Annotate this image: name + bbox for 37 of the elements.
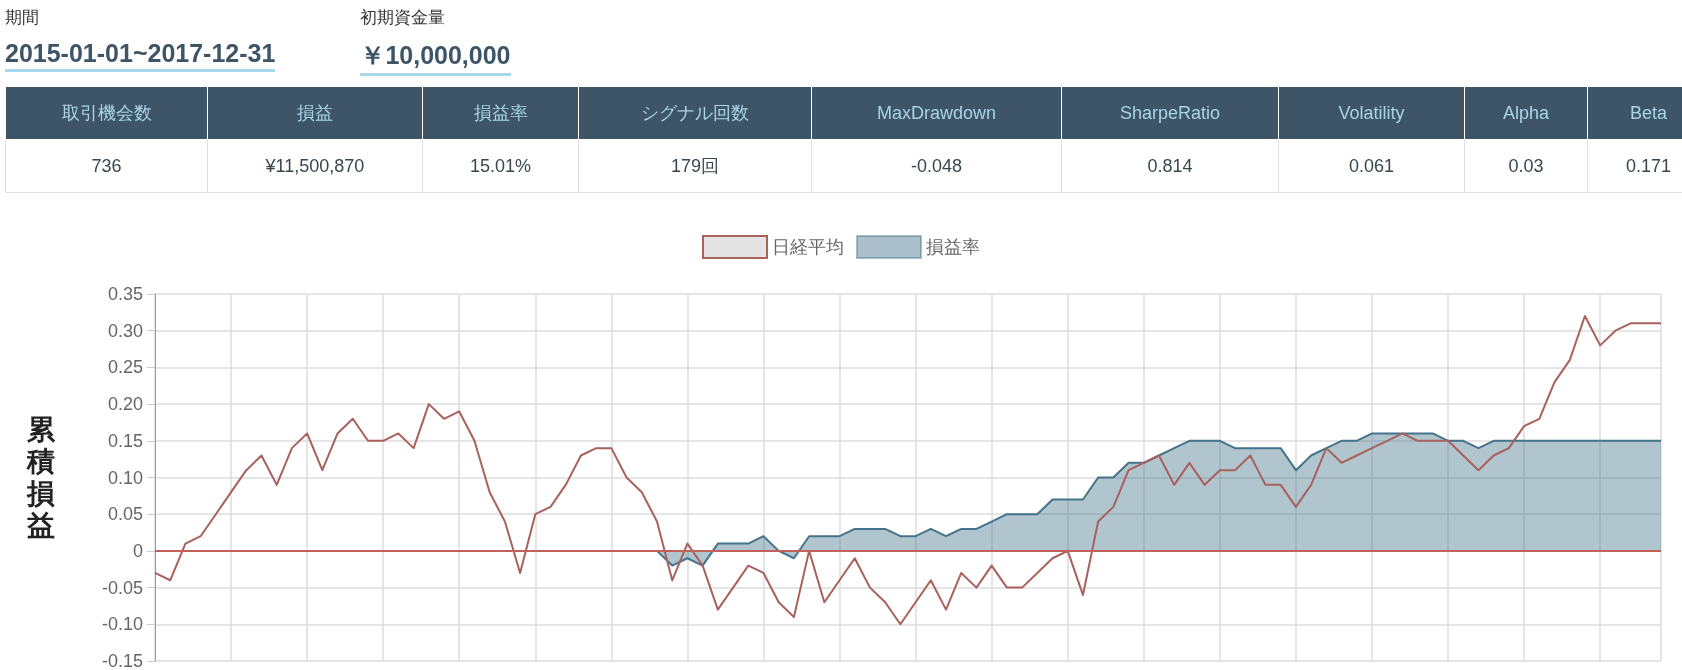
y-tick-label: 0.20 [107,394,143,415]
text: 0.061 [1278,139,1465,193]
category-label: 損益 [207,86,423,140]
category-label: 損益率 [422,86,579,140]
y-tick-label: 0.15 [107,430,143,451]
category-label: Volatility [1278,86,1465,140]
y-tick-label: 0.10 [107,467,143,488]
line-series [154,315,1662,626]
category-label: MaxDrawdown [811,86,1062,140]
y-tick-label: -0.15 [101,651,143,670]
text: -0.048 [811,139,1062,193]
text: ¥11,500,870 [207,139,423,193]
text: 期間 [5,7,40,29]
text: 15.01% [422,139,579,193]
y-tick-label: 0.30 [107,320,143,341]
legend-label: 日経平均 [772,237,844,257]
text: 2015-01-01~2017-12-31 [5,39,276,72]
text: ￥10,000,000 [360,39,511,76]
category-label: 取引機会数 [5,86,208,140]
text: 0.171 [1587,139,1682,193]
text: 179回 [578,139,812,193]
y-tick-label: -0.10 [101,614,143,635]
text: 初期資金量 [360,7,447,29]
category-label: SharpeRatio [1061,86,1279,140]
y-tick-label: 0 [132,540,143,561]
legend-label: 損益率 [926,237,980,257]
y-tick-label: -0.05 [101,577,143,598]
text: 0.814 [1061,139,1279,193]
category-label: Beta [1587,86,1682,140]
y-tick-label: 0.05 [107,504,143,525]
y-tick-label: 0.35 [107,284,143,304]
y-axis-title: 累積損益 [26,414,56,541]
y-tick-label: 0.25 [107,357,143,378]
text: 0.03 [1464,139,1588,193]
category-label: シグナル回数 [578,86,812,140]
text: 736 [5,139,208,193]
category-label: Alpha [1464,86,1588,140]
